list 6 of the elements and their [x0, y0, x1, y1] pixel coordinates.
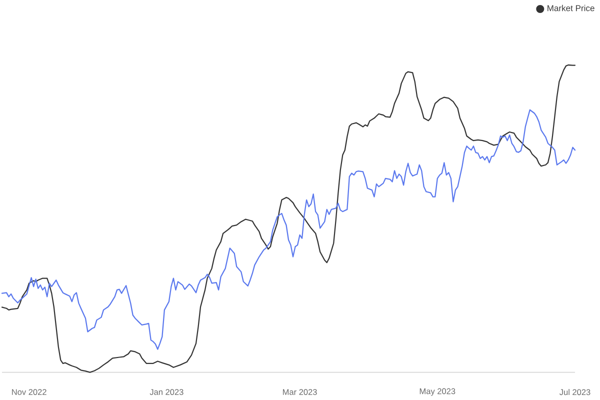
x-tick-label: Mar 2023 — [282, 389, 317, 395]
x-tick-label: Jan 2023 — [150, 389, 184, 395]
x-tick-label: Nov 2022 — [12, 389, 46, 395]
legend-label: Market Price — [548, 4, 594, 12]
x-tick-label: May 2023 — [420, 388, 456, 396]
x-tick-label: Jul 2023 — [560, 389, 590, 396]
